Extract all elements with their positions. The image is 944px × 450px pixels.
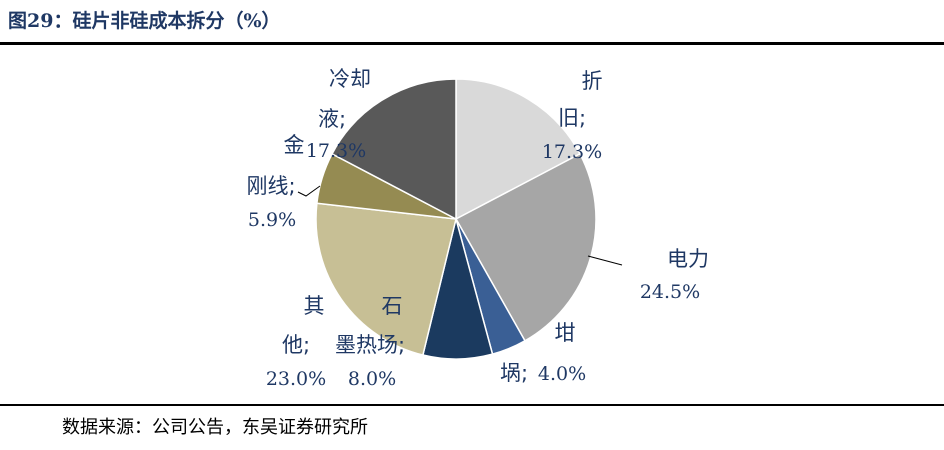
pie-slice-5 (315, 202, 457, 356)
slice-value-label-5: 23.0% (266, 368, 326, 390)
leader-line-2 (297, 185, 321, 197)
slice-label-1-line-2: 旧; (558, 106, 586, 130)
slice-value-label-4: 8.0% (348, 368, 396, 390)
slice-value-label-2: 24.5% (640, 281, 700, 303)
slice-label-5-line-2: 他; (282, 333, 310, 357)
pie-slice-7 (331, 78, 457, 221)
slice-label-1-line-1: 折 (582, 69, 603, 93)
title-divider (0, 42, 944, 45)
leader-line-1 (587, 255, 623, 266)
chart-title: 图29：硅片非硅成本拆分（%） (8, 10, 281, 32)
slice-label-2-line-1: 电力 (667, 247, 709, 271)
pie-slice-1 (455, 78, 581, 221)
pie-slice-2 (454, 152, 597, 342)
slice-label-4-line-2: 墨热场; (335, 333, 405, 357)
slice-label-7-line-1: 冷却 (329, 67, 371, 91)
slice-value-label-7: 17.3% (306, 140, 366, 162)
slice-label-3-line-1: 坩 (555, 321, 576, 345)
source-divider (0, 404, 944, 406)
slice-label-7-line-2: 液; (318, 107, 346, 131)
slice-label-6-line-2: 刚线; (246, 174, 295, 198)
slice-label-4-line-1: 石 (382, 294, 403, 318)
slice-label-6-line-1: 金 (284, 133, 305, 157)
slice-label-5-line-1: 其 (304, 294, 325, 318)
slice-value-label-3: 4.0% (538, 363, 586, 385)
slice-value-label-1: 17.3% (542, 141, 602, 163)
source-note: 数据来源：公司公告，东吴证券研究所 (62, 417, 368, 438)
slice-label-3-line-2: 埚; (500, 361, 528, 385)
slice-value-label-6: 5.9% (248, 209, 296, 231)
